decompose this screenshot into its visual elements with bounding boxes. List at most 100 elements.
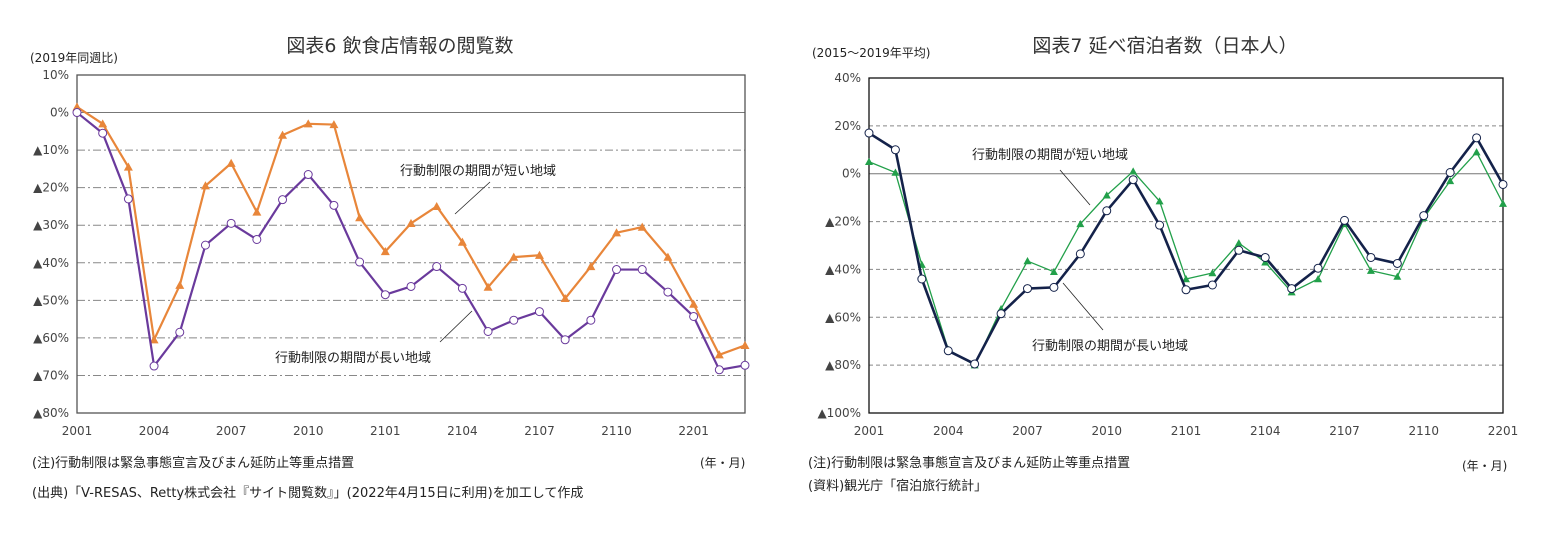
data-point-circle	[1234, 245, 1244, 255]
x-tick-label: 2101	[1171, 424, 1202, 438]
data-point-circle	[1287, 284, 1297, 294]
data-point-triangle	[1366, 266, 1375, 274]
y-tick-label: ▲40%	[33, 256, 69, 270]
x-tick-label: 2004	[139, 424, 170, 438]
data-point-triangle	[1049, 267, 1058, 276]
x-tick-label: 2007	[1012, 424, 1043, 438]
data-point-circle	[123, 194, 133, 204]
data-point-triangle	[278, 130, 288, 139]
chart-1: 図表6 飲食店情報の閲覧数 (2019年同週比) (年・月) (注)行動制限は緊急事態…	[30, 35, 750, 501]
data-point-circle	[1049, 282, 1059, 292]
data-point-circle	[1181, 285, 1191, 295]
data-point-triangle	[1076, 219, 1085, 228]
x-unit-label: (年・月)	[700, 456, 745, 470]
data-point-triangle	[1499, 199, 1507, 207]
data-point-triangle	[560, 293, 570, 303]
x-tick-label: 2001	[854, 424, 885, 438]
y-tick-label: ▲50%	[33, 293, 69, 307]
data-point-circle	[1366, 252, 1376, 262]
data-point-triangle	[1393, 272, 1402, 280]
data-point-circle	[175, 327, 185, 337]
data-point-circle	[72, 108, 82, 118]
data-point-circle	[1260, 252, 1270, 262]
x-tick-label: 2010	[293, 424, 324, 438]
data-point-circle	[98, 128, 108, 138]
data-point-circle	[278, 195, 288, 205]
data-point-circle	[1155, 220, 1165, 230]
data-point-triangle	[329, 120, 339, 129]
data-point-triangle	[1234, 239, 1243, 247]
data-point-circle	[509, 315, 519, 325]
data-point-circle	[864, 128, 874, 138]
data-point-circle	[1075, 249, 1085, 259]
chart-title: 図表7 延べ宿泊者数（日本人）	[1032, 35, 1297, 57]
data-point-triangle	[1208, 269, 1217, 277]
data-point-circle	[380, 290, 390, 300]
data-point-circle	[612, 265, 622, 275]
x-tick-label: 2004	[933, 424, 964, 438]
chart-title: 図表6 飲食店情報の閲覧数	[286, 35, 513, 57]
data-point-circle	[457, 283, 467, 293]
data-point-circle	[560, 335, 570, 345]
data-point-circle	[226, 218, 236, 228]
data-point-circle	[637, 265, 647, 275]
series-label: 行動制限の期間が短い地域	[400, 164, 556, 179]
data-point-circle	[1102, 206, 1112, 216]
series-label: 行動制限の期間が長い地域	[1032, 339, 1188, 354]
x-tick-label: 2107	[1329, 424, 1360, 438]
data-point-triangle	[175, 280, 185, 289]
x-tick-label: 2201	[678, 424, 709, 438]
data-point-triangle	[714, 350, 724, 359]
data-point-triangle	[72, 102, 82, 111]
data-point-triangle	[891, 168, 900, 176]
data-point-triangle	[612, 228, 622, 237]
series-label: 行動制限の期間が長い地域	[275, 351, 431, 366]
data-point-triangle	[509, 252, 519, 261]
data-point-circle	[714, 365, 724, 375]
data-point-triangle	[1023, 257, 1032, 265]
y-tick-label: ▲100%	[817, 406, 861, 420]
leader-line	[454, 181, 491, 215]
data-point-triangle	[1182, 275, 1190, 283]
x-tick-label: 2001	[62, 424, 93, 438]
y-tick-label: ▲60%	[33, 331, 69, 345]
series-line	[868, 151, 1504, 366]
y-tick-label: ▲30%	[33, 218, 69, 232]
y-tick-label: ▲80%	[825, 358, 861, 372]
source-note: (注)行動制限は緊急事態宣言及びまん延防止等重点措置	[32, 455, 354, 471]
data-point-triangle	[303, 119, 313, 128]
data-point-triangle	[355, 213, 365, 222]
series-label: 行動制限の期間が短い地域	[972, 148, 1128, 163]
x-tick-label: 2101	[370, 424, 401, 438]
data-point-triangle	[226, 158, 236, 167]
y-tick-label: 20%	[834, 119, 861, 133]
data-point-circle	[355, 257, 365, 267]
x-tick-label: 2107	[524, 424, 555, 438]
chart-2: 図表7 延べ宿泊者数（日本人） (2015～2019年平均) (年・月) (注)行動制…	[808, 35, 1518, 494]
data-point-circle	[329, 200, 339, 210]
data-point-circle	[303, 170, 313, 180]
leader-line	[439, 310, 473, 343]
data-point-triangle	[1314, 275, 1323, 283]
x-tick-label: 2104	[1250, 424, 1281, 438]
y-tick-label: 0%	[50, 106, 69, 120]
data-point-circle	[483, 327, 493, 337]
data-point-triangle	[380, 247, 390, 256]
x-tick-label: 2010	[1091, 424, 1122, 438]
data-point-circle	[432, 262, 442, 272]
data-point-circle	[1207, 280, 1217, 290]
data-point-triangle	[1472, 148, 1481, 156]
source-note: (資料)観光庁「宿泊旅行統計」	[808, 478, 987, 494]
y-unit-label: (2015～2019年平均)	[812, 46, 930, 60]
data-point-circle	[663, 287, 673, 297]
data-point-circle	[1419, 211, 1429, 221]
data-point-triangle	[252, 207, 262, 216]
x-tick-label: 2110	[601, 424, 632, 438]
data-point-triangle	[1155, 197, 1164, 205]
x-tick-label: 2104	[447, 424, 478, 438]
data-point-circle	[1498, 179, 1508, 189]
data-point-circle	[1392, 258, 1402, 268]
data-point-circle	[943, 346, 953, 356]
data-point-circle	[406, 281, 416, 291]
